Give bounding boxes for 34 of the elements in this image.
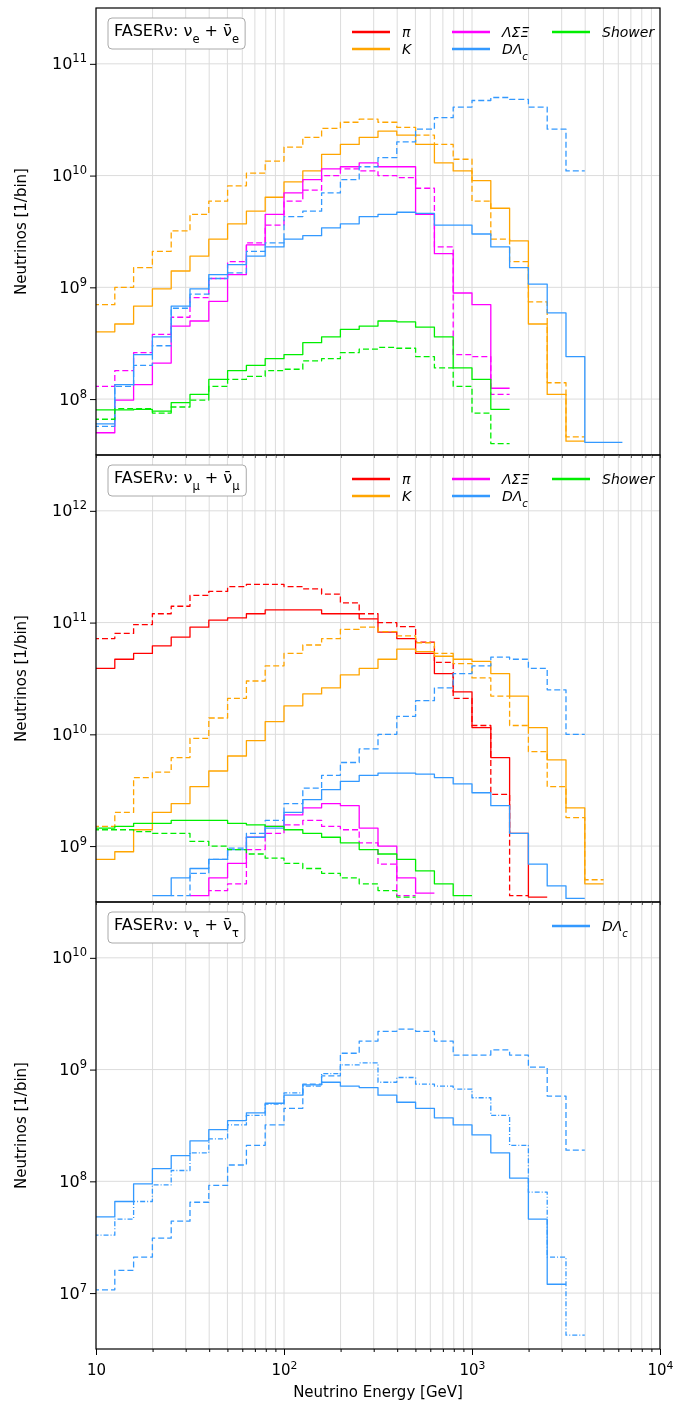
text: FASERν: ν$_{τ}$ + ν̄$_{τ}$	[114, 915, 239, 940]
y-tick-label: 10$^{8}$	[59, 1168, 87, 1191]
legend-label: ΛΣΞ	[501, 471, 530, 487]
y-tick-label: 10$^{9}$	[59, 274, 87, 297]
x-tick-label: 10$^{4}$	[647, 1358, 674, 1379]
x-axis-title: Neutrino Energy [GeV]	[293, 1383, 463, 1401]
y-tick-label: 10$^{9}$	[59, 1057, 87, 1080]
y-axis-title: Neutrinos [1/bin]	[12, 615, 30, 742]
y-tick-label: 10$^{8}$	[59, 386, 87, 409]
y-axis-title: Neutrinos [1/bin]	[12, 168, 30, 295]
y-tick-label: 10$^{10}$	[51, 163, 87, 186]
y-tick-label: 10$^{9}$	[59, 833, 87, 856]
y-tick-label: 10$^{11}$	[51, 51, 87, 74]
x-tick-label: 10	[86, 1360, 107, 1379]
x-tick-label: 10$^{3}$	[459, 1358, 486, 1379]
legend-label: DΛ$_{c}$	[502, 41, 529, 62]
legend-label: K	[402, 488, 413, 504]
legend-label: Shower	[602, 24, 656, 40]
text: FASERν: ν$_{e}$ + ν̄$_{e}$	[114, 21, 240, 46]
legend-label: Shower	[602, 471, 656, 487]
legend-label: ΛΣΞ	[501, 24, 530, 40]
y-tick-label: 10$^{7}$	[59, 1280, 87, 1303]
legend-label: π	[402, 24, 411, 40]
legend-label: π	[402, 471, 411, 487]
legend-label: DΛ$_{c}$	[602, 918, 629, 939]
y-axis-title: Neutrinos [1/bin]	[12, 1062, 30, 1189]
text: FASERν: ν$_{μ}$ + ν̄$_{μ}$	[114, 468, 241, 493]
y-tick-label: 10$^{12}$	[51, 498, 87, 521]
y-tick-label: 10$^{10}$	[51, 945, 87, 968]
y-tick-label: 10$^{10}$	[51, 721, 87, 744]
x-tick-label: 10$^{2}$	[271, 1358, 298, 1379]
y-tick-label: 10$^{11}$	[51, 610, 87, 633]
legend-label: DΛ$_{c}$	[502, 488, 529, 509]
legend-label: K	[402, 41, 413, 57]
